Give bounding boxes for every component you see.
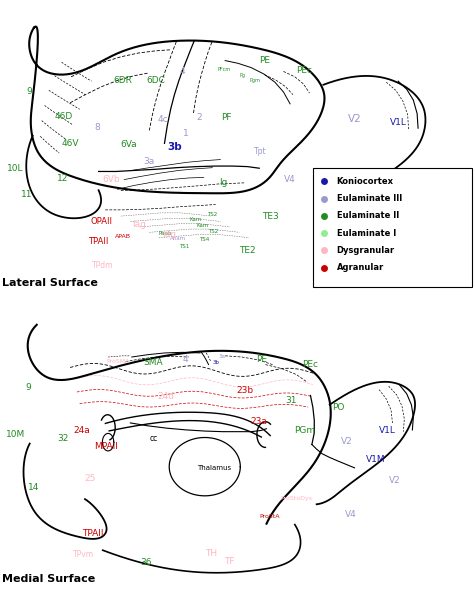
Text: Agranular: Agranular [337,263,384,273]
Text: TPdm: TPdm [92,261,114,270]
Text: ProStoDys: ProStoDys [281,496,313,501]
Text: 3a: 3a [219,355,225,359]
Text: Pgm: Pgm [250,77,260,83]
Text: 2: 2 [197,114,202,123]
Text: TF: TF [224,557,234,566]
Text: TPAII: TPAII [88,237,108,246]
Text: 9: 9 [25,383,31,393]
Text: 14: 14 [27,483,39,491]
Text: 3b: 3b [167,142,182,152]
Text: Ig: Ig [219,178,228,187]
Text: 4: 4 [179,67,185,76]
Text: SMA: SMA [143,358,163,367]
Text: Eulaminate III: Eulaminate III [337,194,402,203]
Text: ProSMA: ProSMA [107,359,130,364]
Text: PFcm: PFcm [217,67,230,72]
Text: 10L: 10L [7,164,24,173]
Text: V1L: V1L [390,118,407,127]
Text: OPAII: OPAII [90,217,112,226]
Text: 1: 1 [182,129,188,138]
Text: Tpt: Tpt [254,147,266,156]
Text: PO: PO [332,403,344,412]
Text: 4c: 4c [158,114,168,124]
Text: 10M: 10M [6,430,25,439]
Text: 23a: 23a [250,417,267,426]
Text: 46V: 46V [62,139,79,148]
Text: 9: 9 [26,87,32,96]
Text: 36: 36 [140,559,151,568]
Text: ProStA: ProStA [259,513,280,519]
Text: TPAII: TPAII [82,529,103,538]
Text: Kam: Kam [197,223,209,228]
Text: 3a: 3a [144,156,155,165]
Text: V1L: V1L [379,426,396,435]
Text: 23b: 23b [236,386,253,395]
Text: V2: V2 [348,114,362,124]
Text: 8: 8 [95,123,100,131]
Text: 11: 11 [21,190,33,199]
Text: 31: 31 [285,396,297,405]
Text: 32: 32 [57,434,68,443]
Text: 3b: 3b [212,361,219,365]
Text: TH: TH [205,549,218,558]
Text: PEc: PEc [302,360,319,369]
Text: Eulaminate I: Eulaminate I [337,228,396,237]
Text: PE: PE [259,56,270,65]
Text: V1M: V1M [366,455,385,464]
Text: TE3: TE3 [262,212,279,221]
Text: TS1: TS1 [179,243,189,249]
Text: cc: cc [149,434,157,443]
Text: 24a: 24a [73,426,90,435]
Text: Pg: Pg [240,73,246,78]
Text: APAB: APAB [115,234,131,239]
Text: ldg: ldg [162,230,176,239]
Text: PE: PE [256,355,267,364]
Text: TS4: TS4 [199,237,209,242]
Text: 25: 25 [84,474,96,483]
Text: PGm: PGm [294,426,315,435]
Text: 24d: 24d [157,392,174,401]
Text: TS2: TS2 [208,229,219,234]
Text: Anam: Anam [170,236,186,240]
Text: TS2: TS2 [207,212,217,217]
Text: lag: lag [132,220,146,229]
Text: PF: PF [221,113,232,122]
Text: TPvm: TPvm [73,550,94,559]
Text: 46D: 46D [55,112,73,121]
Text: Paab: Paab [158,231,172,236]
Text: PEc: PEc [296,66,312,75]
Text: 4: 4 [182,355,188,364]
Text: V2: V2 [389,475,401,484]
Text: Dysgranular: Dysgranular [337,246,395,255]
Text: Lateral Surface: Lateral Surface [2,278,98,288]
Text: 6DC: 6DC [146,76,165,84]
Text: Kam: Kam [189,217,201,222]
Text: TE2: TE2 [239,246,256,255]
Text: 6DR: 6DR [114,76,133,84]
Text: 6Vb: 6Vb [102,175,119,184]
Text: 12: 12 [57,174,68,183]
Text: Eulaminate II: Eulaminate II [337,211,399,220]
Text: V4: V4 [345,510,357,519]
FancyBboxPatch shape [313,168,472,287]
Text: V2: V2 [341,437,353,446]
Text: Medial Surface: Medial Surface [2,574,96,584]
Text: MPAII: MPAII [94,441,118,451]
Text: Thalamus: Thalamus [197,465,231,471]
Text: V4: V4 [284,174,296,183]
Text: Koniocortex: Koniocortex [337,177,393,186]
Text: 6Va: 6Va [121,140,137,149]
